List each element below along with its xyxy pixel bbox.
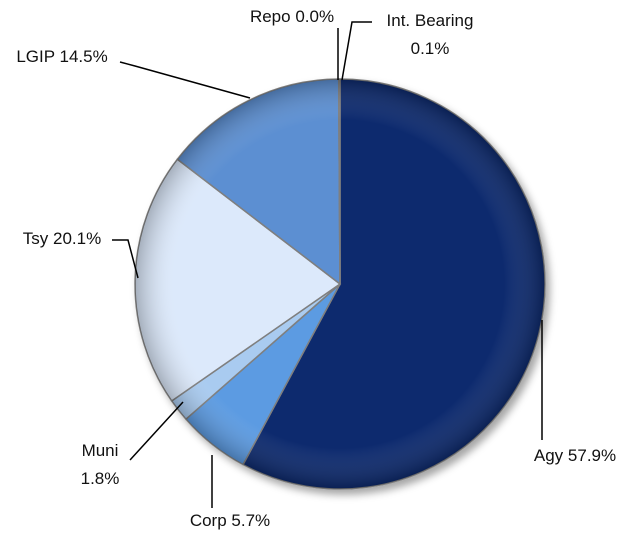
data-label: Muni	[82, 441, 119, 460]
leader-line	[112, 239, 139, 279]
value-label: 20.1%	[53, 229, 101, 248]
data-label: Repo 0.0%	[250, 7, 334, 26]
value-label: 0.0%	[295, 7, 334, 26]
data-label: Corp 5.7%	[190, 511, 270, 530]
value-label: 57.9%	[568, 446, 616, 465]
labels: Agy 57.9% Corp 5.7% Muni 1.8% Tsy 20.1% LGIP …	[16, 7, 616, 530]
leader-line	[129, 401, 184, 461]
pie	[134, 78, 546, 490]
category-label: Repo	[250, 7, 291, 26]
category-label: Corp	[190, 511, 227, 530]
data-label: Tsy 20.1%	[23, 229, 101, 248]
value-label: 14.5%	[59, 47, 107, 66]
data-label: 0.1%	[411, 39, 450, 58]
data-label: Agy 57.9%	[534, 446, 616, 465]
value-label: 0.1%	[411, 39, 450, 58]
data-label: 1.8%	[81, 469, 120, 488]
data-label: LGIP 14.5%	[16, 47, 107, 66]
category-label: Muni	[82, 441, 119, 460]
category-label: LGIP	[16, 47, 54, 66]
value-label: 5.7%	[231, 511, 270, 530]
value-label: 1.8%	[81, 469, 120, 488]
leader-line	[341, 21, 372, 81]
data-label: Int. Bearing	[387, 11, 474, 30]
category-label: Agy	[534, 446, 564, 465]
category-label: Int. Bearing	[387, 11, 474, 30]
category-label: Tsy	[23, 229, 49, 248]
leader-line	[119, 61, 251, 99]
